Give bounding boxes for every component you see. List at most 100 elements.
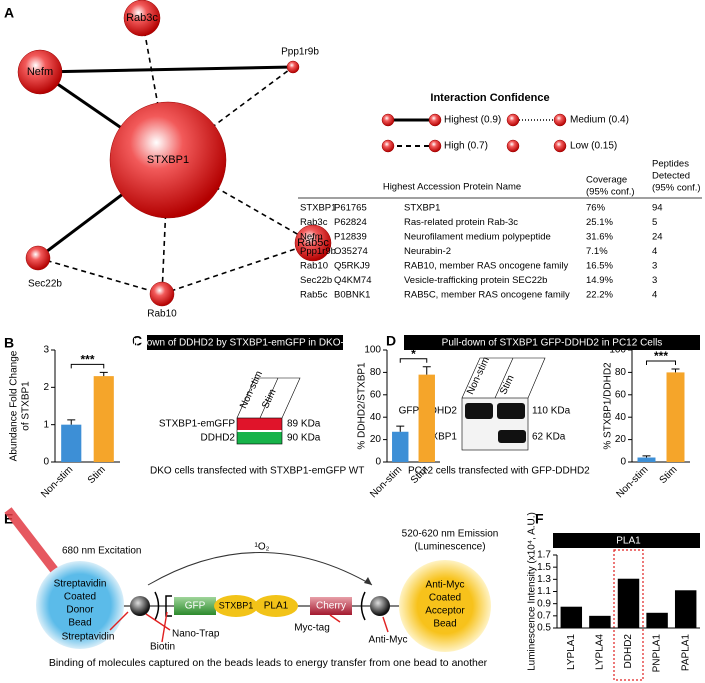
table-header: Detected xyxy=(652,171,690,182)
y-tick-label: 1.7 xyxy=(537,550,551,561)
bar xyxy=(61,424,82,462)
panel-label: C xyxy=(132,333,142,349)
legend-marks xyxy=(381,113,567,153)
y-tick-label: 0.5 xyxy=(537,623,551,634)
panel-label: A xyxy=(4,5,14,21)
lane-label: Stim xyxy=(498,374,516,397)
label: Anti-Myc xyxy=(426,580,465,591)
label: Streptavidin xyxy=(54,579,107,590)
table-cell: 24 xyxy=(652,232,663,243)
nano-trap xyxy=(130,596,150,616)
blot-caption: DKO cells transfected with STXBP1-emGFP … xyxy=(150,466,364,477)
laser xyxy=(4,507,66,583)
y-tick-label: 20 xyxy=(370,434,382,445)
bar xyxy=(666,372,685,462)
legend-dot xyxy=(381,139,395,153)
donor-bead xyxy=(36,561,124,649)
pla1-ellipse xyxy=(254,595,298,617)
table-cell: 25.1% xyxy=(586,217,613,228)
bar xyxy=(674,590,697,628)
y-tick-label: 60 xyxy=(370,389,382,400)
y-axis-label: Luminescence Intensity (x10⁴, A.U.) xyxy=(527,512,538,671)
legend-label: Highest (0.9) xyxy=(444,115,501,126)
label: (Luminescence) xyxy=(414,542,485,553)
y-tick-label: 40 xyxy=(370,412,382,423)
y-tick-label: 3 xyxy=(43,345,49,356)
x-tick-label: LYPLA4 xyxy=(595,634,606,670)
table-cell: Ppp1r9b xyxy=(300,246,336,257)
legend-label: Medium (0.4) xyxy=(570,115,629,126)
edge xyxy=(141,17,169,161)
node xyxy=(294,224,332,262)
band xyxy=(497,403,525,419)
y-tick-label: 0 xyxy=(620,457,626,468)
row-label: DDHD2 xyxy=(201,433,236,444)
size-label: 62 KDa xyxy=(532,432,566,443)
label: Bead xyxy=(433,619,456,630)
y-tick-label: 0.7 xyxy=(537,610,551,621)
bracket xyxy=(154,591,366,621)
y-tick-label: 0 xyxy=(375,457,381,468)
table-cell: O35274 xyxy=(334,246,368,257)
label: ¹O₂ xyxy=(255,542,270,553)
table-header: Peptides xyxy=(652,159,689,170)
label: Nano-Trap xyxy=(172,629,220,640)
label: Acceptor xyxy=(425,606,465,617)
bar xyxy=(560,606,583,628)
legend-dot xyxy=(553,113,567,127)
table-cell: Rab5c xyxy=(300,290,328,301)
panel-label: B xyxy=(4,335,14,351)
y-tick-label: 1.3 xyxy=(537,574,551,585)
edge xyxy=(161,242,314,295)
lane-box xyxy=(461,357,546,399)
y-tick-label: 20 xyxy=(615,434,627,445)
table-cell: Rab3c xyxy=(300,217,328,228)
error-bar xyxy=(642,455,651,458)
label: GFP xyxy=(185,601,206,612)
table: Highest Accession Protein Name Coverage … xyxy=(298,159,702,199)
x-tick-label: PNPLA1 xyxy=(652,634,663,673)
table-cell: 4 xyxy=(652,290,657,301)
table-cell: P61765 xyxy=(334,203,367,214)
y-tick-label: 1.5 xyxy=(537,562,551,573)
x-tick-label: Non-stim xyxy=(614,464,650,500)
y-tick-label: 100 xyxy=(609,345,626,356)
table-cell: 3 xyxy=(652,261,657,272)
significance: *** xyxy=(654,349,668,363)
y-tick-label: 1.1 xyxy=(537,586,551,597)
band xyxy=(237,418,282,430)
stxbp1-ellipse xyxy=(214,595,258,617)
table-header: Highest Accession Protein Name xyxy=(383,182,521,193)
y-tick-label: 40 xyxy=(615,412,627,423)
table-cell: 5 xyxy=(652,217,657,228)
schematic xyxy=(4,507,491,652)
label: STXBP1 xyxy=(219,600,254,610)
table-cell: 76% xyxy=(586,203,606,214)
table-cell: Q5RKJ9 xyxy=(334,261,370,272)
band xyxy=(237,432,282,444)
y-tick-label: 2 xyxy=(43,382,49,393)
table-cell: Vesicle-trafficking protein SEC22b xyxy=(404,275,547,286)
edge xyxy=(39,65,294,74)
band xyxy=(465,403,493,419)
y-tick-label: 80 xyxy=(615,367,627,378)
x-tick-label: PAPLA1 xyxy=(680,634,691,671)
table-cell: B0BNK1 xyxy=(334,290,370,301)
y-axis-label: of STXBP1 xyxy=(21,381,32,431)
node-label: Sec22b xyxy=(28,279,62,290)
table-header: (95% conf.) xyxy=(652,183,701,194)
arc xyxy=(147,552,373,586)
table-cell: Sec22b xyxy=(300,275,332,286)
cherry-box xyxy=(310,597,352,615)
bar xyxy=(392,431,409,462)
significance-bracket xyxy=(399,358,428,363)
node xyxy=(25,245,51,271)
lane-label: Non-stim xyxy=(465,355,492,396)
lane-box xyxy=(236,377,301,419)
y-tick-label: 0 xyxy=(43,457,49,468)
node xyxy=(109,101,227,219)
node xyxy=(17,49,63,95)
label: 520-620 nm Emission xyxy=(402,529,499,540)
